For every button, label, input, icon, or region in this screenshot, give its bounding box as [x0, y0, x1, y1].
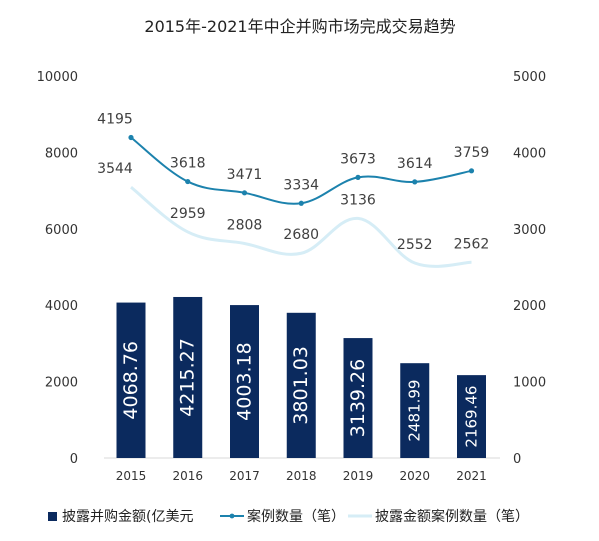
left-axis-tick-label: 0 [70, 452, 78, 467]
legend-label: 披露并购金额(亿美元 [62, 509, 193, 525]
bar-value-label: 2481.99 [406, 380, 424, 442]
case-count-marker [128, 134, 134, 141]
x-axis-tick-label: 2019 [343, 469, 374, 483]
left-axis-tick-label: 4000 [45, 299, 78, 314]
right-axis-tick-label: 4000 [513, 146, 546, 161]
bar [286, 312, 316, 458]
right-axis-tick-label: 2000 [513, 299, 546, 314]
case-count-label: 4195 [97, 112, 133, 128]
case-count-marker [298, 200, 304, 206]
right-axis-tick-label: 3000 [513, 223, 546, 238]
bar [230, 305, 259, 458]
bar-series: 4068.76 4215.27 4003.18 3801.03 3139.26 2481.… [116, 296, 486, 458]
case-count-marker [185, 178, 191, 185]
left-axis-tick-label: 2000 [45, 376, 78, 391]
disclosed-cases-label: 2808 [227, 217, 263, 233]
disclosed-cases-label: 2552 [397, 237, 433, 253]
case-count-marker [355, 174, 361, 180]
disclosed-cases-label: 2680 [283, 227, 319, 243]
case-count-label: 3614 [397, 156, 433, 172]
left-axis-tick-label: 6000 [45, 223, 78, 238]
x-axis-tick-label: 2016 [172, 469, 203, 483]
bar-value-label: 4068.76 [120, 341, 142, 420]
x-axis-tick-label: 2018 [286, 469, 317, 483]
right-axis-tick-label: 0 [513, 452, 521, 467]
disclosed-cases-label: 2959 [170, 206, 206, 222]
line-series: 3544 2959 2808 2680 3136 2552 2562 4195 3618 3471… [97, 112, 490, 268]
right-axis-tick-label: 5000 [513, 70, 546, 85]
case-count-label: 3759 [454, 145, 490, 161]
legend-swatch-bar [48, 512, 57, 521]
disclosed-cases-label: 3136 [340, 192, 376, 208]
bar [343, 338, 373, 458]
case-count-marker [468, 168, 475, 174]
disclosed-cases-label: 2562 [454, 236, 490, 252]
legend-label: 案例数量（笔） [247, 508, 345, 525]
case-count-label: 3471 [227, 167, 263, 183]
bar-value-label: 4003.18 [234, 342, 256, 421]
case-count-marker [241, 190, 248, 196]
case-count-label: 3673 [340, 151, 376, 167]
case-count-label: 3334 [283, 177, 319, 193]
right-axis-tick-label: 1000 [513, 376, 546, 391]
bar-value-label: 2169.46 [463, 386, 481, 448]
bar-value-label: 3139.26 [347, 359, 369, 438]
case-count-marker [412, 179, 418, 185]
x-axis-tick-label: 2021 [456, 469, 487, 483]
left-axis-tick-label: 8000 [45, 146, 78, 161]
axes: 0 2000 4000 6000 8000 10000 0 1000 2000 3000 4000 5… [37, 70, 546, 483]
legend: 披露并购金额(亿美元 案例数量（笔） 披露金额案例数量（笔） [48, 508, 529, 525]
left-axis-tick-label: 10000 [37, 70, 78, 85]
x-axis-tick-label: 2015 [116, 469, 147, 483]
chart-title: 2015年-2021年中企并购市场完成交易趋势 [144, 17, 455, 36]
case-count-label: 3618 [170, 156, 206, 172]
legend-swatch-marker [229, 513, 235, 519]
bar-value-label: 4215.27 [177, 338, 199, 417]
x-axis-tick-label: 2020 [399, 469, 430, 483]
bar-value-label: 3801.03 [290, 346, 312, 425]
legend-label: 披露金额案例数量（笔） [375, 508, 529, 525]
disclosed-cases-label: 3544 [97, 161, 133, 177]
bar [116, 302, 146, 458]
x-axis-tick-label: 2017 [229, 469, 260, 483]
bar [457, 375, 486, 458]
bar [173, 296, 203, 458]
disclosed-cases-line [130, 186, 472, 268]
bar [400, 363, 430, 458]
